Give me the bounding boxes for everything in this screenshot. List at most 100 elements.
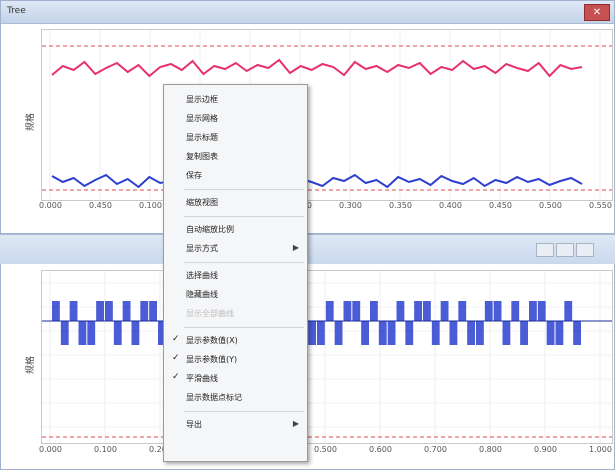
x-tick-label: 0.300 <box>339 201 362 210</box>
data-bar <box>149 301 157 321</box>
menu-separator <box>184 189 304 190</box>
data-bar <box>467 321 475 345</box>
menu-item[interactable]: 显示方式 ▶ <box>164 240 307 258</box>
data-bar <box>449 321 458 345</box>
x-tick-label: 0.900 <box>534 445 557 454</box>
data-bar <box>78 321 87 345</box>
data-bar <box>158 321 166 345</box>
submenu-arrow-icon: ▶ <box>292 243 299 252</box>
menu-item[interactable]: 显示网格 <box>164 110 307 128</box>
menu-item[interactable]: 缩放视图 <box>164 194 307 212</box>
data-bar <box>511 301 520 321</box>
menu-item[interactable]: ✓ 显示参数值(Y) <box>164 351 307 369</box>
top-plot-svg <box>42 30 612 200</box>
bottom-plot-area[interactable] <box>41 270 613 444</box>
data-bar <box>529 301 537 321</box>
data-bar <box>484 301 493 321</box>
menu-item[interactable]: 显示全部曲线 <box>164 305 307 323</box>
submenu-arrow-icon: ▶ <box>292 419 299 428</box>
top-chart-window: Tree ✕ 规格 0.0000.4500.1000.1500.2000.250… <box>0 0 615 234</box>
data-bar <box>573 321 581 345</box>
menu-item[interactable]: 显示边框 <box>164 91 307 109</box>
x-tick-label: 1.000 <box>589 445 612 454</box>
bottom-y-axis-label: 规格 <box>26 355 36 374</box>
x-tick-label: 0.700 <box>424 445 447 454</box>
data-bar <box>60 321 69 345</box>
data-bar <box>431 321 440 345</box>
menu-item[interactable]: 复制图表 <box>164 148 307 166</box>
menu-item[interactable]: 保存 <box>164 167 307 185</box>
x-tick-label: 0.800 <box>479 445 502 454</box>
data-bar <box>387 321 396 345</box>
x-tick-label: 0.450 <box>89 201 112 210</box>
check-icon: ✓ <box>172 372 180 382</box>
menu-item-label: 选择曲线 <box>186 271 218 280</box>
reset-view-button[interactable] <box>576 243 594 257</box>
x-tick-label: 0.500 <box>314 445 337 454</box>
bottom-plot-svg <box>42 271 612 443</box>
menu-item-label: 显示标题 <box>186 133 218 142</box>
check-icon: ✓ <box>172 334 180 344</box>
menu-item-label: 导出 <box>186 420 202 429</box>
data-bar <box>537 301 546 321</box>
menu-item-label: 显示参数值(X) <box>186 336 238 345</box>
data-bar <box>440 301 449 321</box>
zoom-out-button[interactable] <box>556 243 574 257</box>
menu-item[interactable]: 选择曲线 <box>164 267 307 285</box>
zoom-in-button[interactable] <box>536 243 554 257</box>
data-bar <box>140 301 149 321</box>
x-tick-label: 0.000 <box>39 445 62 454</box>
title-bar[interactable]: Tree ✕ <box>1 1 614 24</box>
menu-item-label: 复制图表 <box>186 152 218 161</box>
menu-separator <box>184 327 304 328</box>
menu-item[interactable]: 自动缩放比例 <box>164 221 307 239</box>
menu-item[interactable]: 显示数据点标记 <box>164 389 307 407</box>
menu-item-label: 平滑曲线 <box>186 374 218 383</box>
data-bar <box>405 321 414 345</box>
x-tick-label: 0.200 <box>149 445 172 454</box>
menu-separator <box>184 411 304 412</box>
window-title: Tree <box>7 6 26 16</box>
data-bar <box>343 301 352 321</box>
menu-item[interactable]: ✓ 显示参数值(X) <box>164 332 307 350</box>
data-bar <box>476 321 484 345</box>
menu-item[interactable]: 隐藏曲线 <box>164 286 307 304</box>
x-tick-label: 0.100 <box>139 201 162 210</box>
menu-item[interactable]: ✓ 平滑曲线 <box>164 370 307 388</box>
menu-item[interactable]: 导出 ▶ <box>164 416 307 434</box>
data-bar <box>564 301 573 321</box>
data-bar <box>414 301 422 321</box>
x-tick-label: 0.400 <box>439 201 462 210</box>
menu-item-label: 保存 <box>186 171 202 180</box>
pink-series-line <box>51 58 583 78</box>
x-tick-label: 0.550 <box>589 201 612 210</box>
menu-item[interactable]: 显示标题 <box>164 129 307 147</box>
close-button[interactable]: ✕ <box>584 4 610 21</box>
menu-item-label: 显示数据点标记 <box>186 393 242 402</box>
top-y-axis-label: 规格 <box>26 112 36 131</box>
data-bar <box>87 321 96 345</box>
data-bar <box>458 301 467 321</box>
data-bar <box>520 321 528 345</box>
top-plot-area[interactable] <box>41 29 613 201</box>
data-bar <box>113 321 122 345</box>
x-tick-label: 0.500 <box>539 201 562 210</box>
x-tick-label: 0.000 <box>39 201 62 210</box>
data-bar <box>122 301 131 321</box>
data-bar <box>352 301 361 321</box>
data-bar <box>105 301 113 321</box>
check-icon: ✓ <box>172 353 180 363</box>
data-bar <box>378 321 387 345</box>
data-bar <box>555 321 564 345</box>
blue-series-line <box>51 173 583 190</box>
data-bar <box>493 301 502 321</box>
menu-item-label: 显示参数值(Y) <box>186 355 238 364</box>
menu-separator <box>184 262 304 263</box>
data-bar <box>502 321 511 345</box>
data-bar <box>308 321 316 345</box>
menu-item-label: 自动缩放比例 <box>186 225 234 234</box>
x-tick-label: 0.350 <box>389 201 412 210</box>
x-tick-label: 0.100 <box>94 445 117 454</box>
data-bar <box>546 321 555 345</box>
context-menu: 显示边框 显示网格显示标题复制图表保存缩放视图自动缩放比例显示方式 ▶ 选择曲线隐藏曲… <box>163 84 308 462</box>
